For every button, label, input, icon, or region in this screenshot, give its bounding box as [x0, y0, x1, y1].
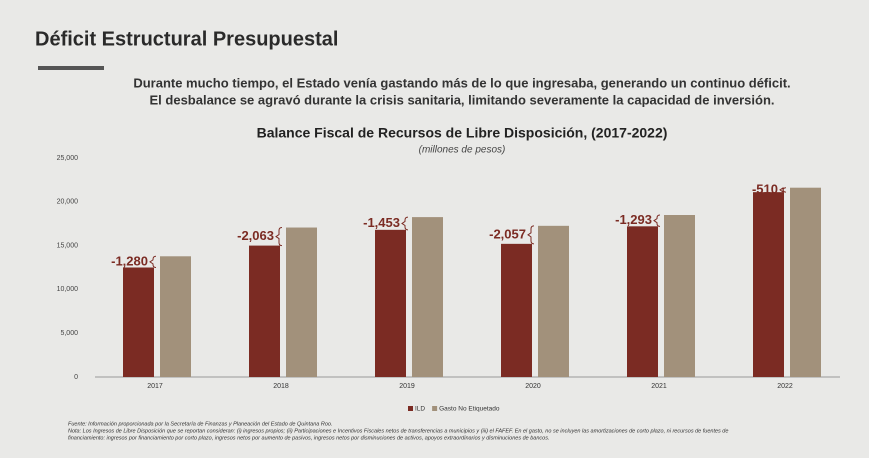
title-underline	[38, 66, 104, 70]
bar	[286, 227, 317, 377]
y-tick-label: 10,000	[57, 286, 79, 293]
bar	[249, 245, 280, 377]
bar	[753, 192, 784, 377]
footnote: Fuente: Información proporcionada por la…	[68, 421, 332, 427]
paragraph-line: El desbalance se agravó durante la crisi…	[150, 92, 775, 107]
x-tick-label: 2019	[399, 383, 415, 390]
x-tick-label: 2018	[273, 383, 289, 390]
data-label: -2,057	[489, 226, 526, 241]
bar	[123, 267, 154, 377]
footnote: financiamiento: ingresos por financiamie…	[68, 435, 550, 441]
deficit-bracket	[149, 255, 157, 268]
chart-title: Balance Fiscal de Recursos de Libre Disp…	[257, 125, 668, 141]
data-label: -1,280	[111, 253, 148, 268]
bar	[501, 243, 532, 377]
y-tick-label: 0	[74, 374, 78, 381]
legend-label: ILD	[415, 406, 425, 413]
bar	[375, 229, 406, 377]
y-tick-label: 20,000	[57, 199, 79, 206]
x-tick-label: 2017	[147, 383, 163, 390]
bar	[790, 187, 821, 377]
legend-swatch	[432, 406, 438, 411]
x-tick-label: 2022	[777, 383, 793, 390]
data-label: -510	[752, 181, 778, 196]
data-label: -2,063	[237, 228, 274, 243]
deficit-bracket	[779, 186, 787, 193]
chart-subtitle: (millones de pesos)	[419, 145, 506, 156]
bar	[538, 225, 569, 377]
data-label: -1,293	[615, 212, 652, 227]
bar	[664, 215, 695, 377]
y-tick-label: 15,000	[57, 242, 79, 249]
deficit-bracket	[401, 216, 409, 231]
slide-title: Déficit Estructural Presupuestal	[35, 28, 338, 50]
x-tick-label: 2020	[525, 383, 541, 390]
y-tick-label: 25,000	[57, 155, 79, 162]
deficit-bracket	[527, 225, 535, 245]
data-label: -1,453	[363, 215, 400, 230]
legend-swatch	[408, 406, 413, 411]
bar	[412, 217, 443, 377]
legend-label: Gasto No Etiquetado	[439, 406, 500, 413]
deficit-bracket	[275, 227, 283, 247]
x-tick-label: 2021	[651, 383, 667, 390]
bar	[160, 256, 191, 377]
footnote: Nota: Los Ingresos de Libre Disposición …	[68, 428, 728, 434]
paragraph-line: Durante mucho tiempo, el Estado venía ga…	[133, 75, 790, 90]
bar	[627, 226, 658, 377]
deficit-bracket	[653, 214, 661, 227]
y-tick-label: 5,000	[60, 330, 78, 337]
